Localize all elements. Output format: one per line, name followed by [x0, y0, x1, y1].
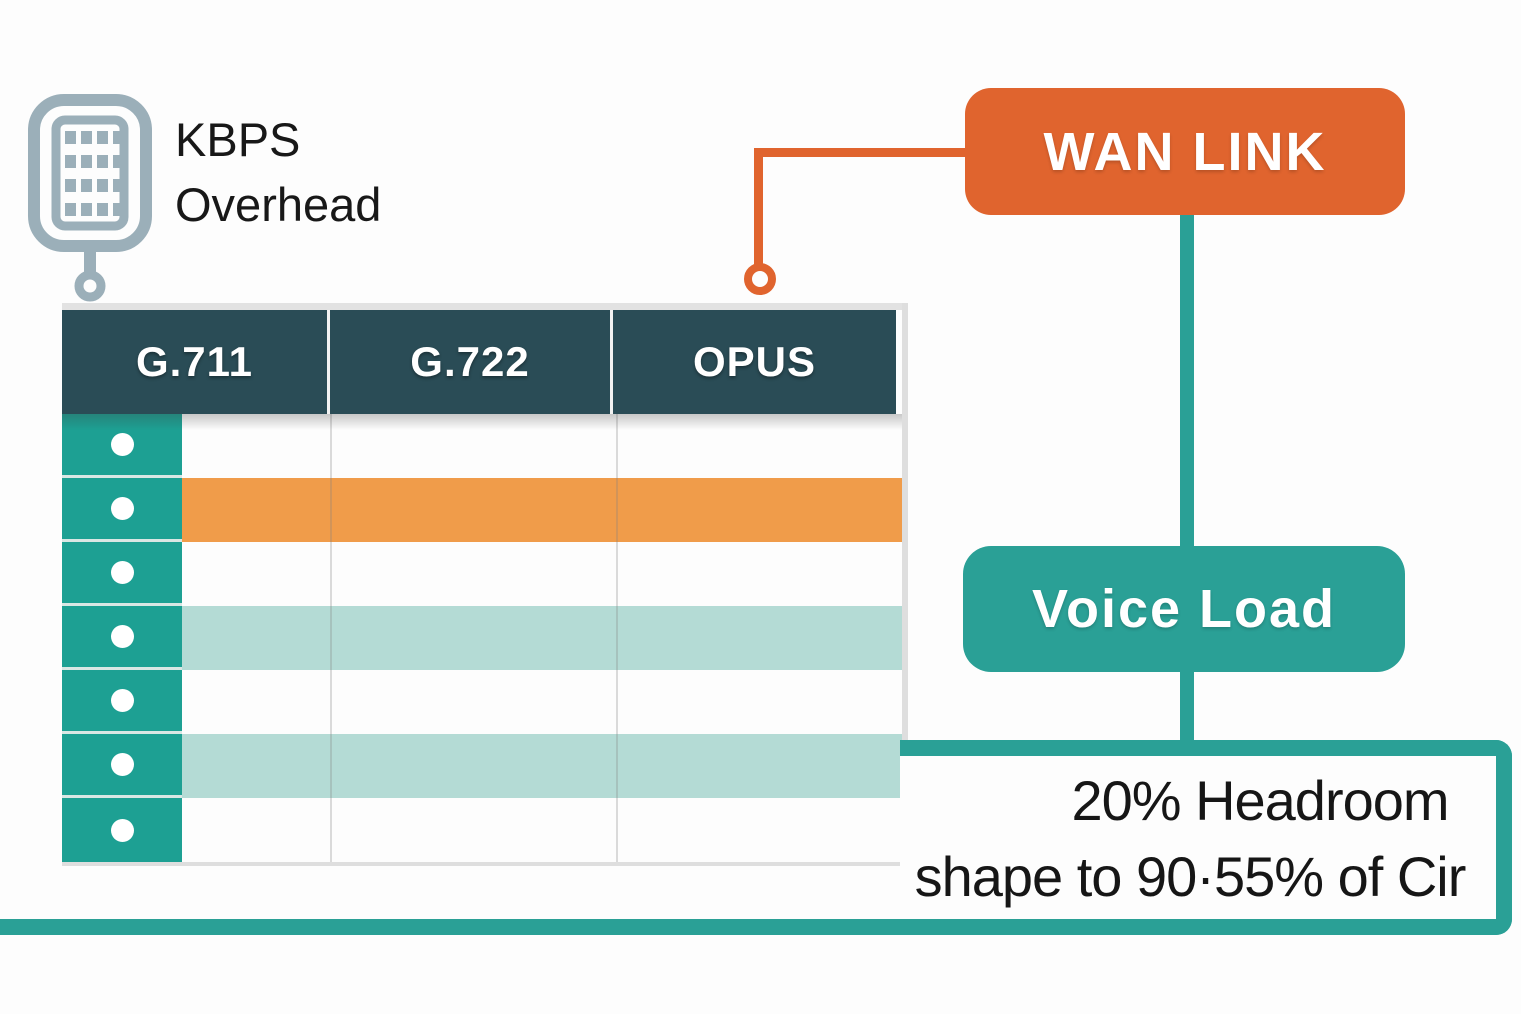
- headroom-text-line2: shape to 90·55% of Cir: [914, 845, 1467, 908]
- trunk-line-voiceload-to-headroom: [1180, 670, 1194, 746]
- table-row: [62, 734, 902, 798]
- row-cells: [182, 798, 902, 862]
- table-cell: [330, 606, 616, 670]
- bullet-dot-icon: [110, 689, 134, 712]
- row-cells: [182, 414, 902, 478]
- table-cell: [330, 414, 616, 478]
- row-bullet-cell: [62, 542, 182, 606]
- trunk-line-wanlink-to-voiceload: [1180, 214, 1194, 550]
- table-row: [62, 798, 902, 862]
- table-cell: [182, 542, 330, 606]
- table-cell: [182, 734, 330, 798]
- table-cell: [330, 734, 616, 798]
- table-cell: [182, 478, 330, 542]
- table-row: [62, 414, 902, 478]
- headroom-text-line1: 20% Headroom: [1071, 769, 1449, 832]
- table-cell: [616, 670, 902, 734]
- legend-title: KBPS Overhead: [175, 108, 381, 238]
- legend-title-line2: Overhead: [175, 177, 382, 231]
- bullet-dot-icon: [110, 433, 134, 456]
- table-cell: [330, 542, 616, 606]
- row-bullet-cell: [62, 798, 182, 862]
- codec-table: G.711 G.722 OPUS: [62, 303, 908, 866]
- column-header-opus: OPUS: [613, 310, 896, 414]
- bullet-dot-icon: [110, 753, 134, 776]
- table-cell: [182, 670, 330, 734]
- table-cell: [616, 606, 902, 670]
- wan-link-node: WAN LINK: [965, 88, 1405, 215]
- row-cells: [182, 542, 902, 606]
- voice-load-node: Voice Load: [963, 546, 1405, 672]
- table-cell: [182, 798, 330, 862]
- row-cells: [182, 734, 902, 798]
- table-cell: [616, 734, 902, 798]
- row-cells: [182, 670, 902, 734]
- table-row: [62, 606, 902, 670]
- column-header-g722: G.722: [330, 310, 613, 414]
- row-cells: [182, 606, 902, 670]
- table-row: [62, 478, 902, 542]
- wan-link-connector-endpoint-circle: [744, 263, 776, 295]
- table-header-row: G.711 G.722 OPUS: [62, 310, 902, 414]
- table-top-border: [62, 303, 902, 310]
- table-cell: [330, 478, 616, 542]
- table-cell: [182, 606, 330, 670]
- table-cell: [616, 542, 902, 606]
- column-header-g711: G.711: [62, 310, 330, 414]
- wan-link-connector-vertical: [754, 148, 763, 266]
- row-bullet-cell: [62, 670, 182, 734]
- table-cell: [182, 414, 330, 478]
- table-cell: [330, 798, 616, 862]
- table-cell: [616, 414, 902, 478]
- row-bullet-cell: [62, 606, 182, 670]
- headroom-annotation-frame: [900, 740, 1512, 935]
- bullet-dot-icon: [110, 561, 134, 584]
- bullet-dot-icon: [110, 818, 134, 842]
- legend-title-line1: KBPS: [175, 113, 301, 166]
- row-bullet-cell: [62, 478, 182, 542]
- phone-keypad-icon: [26, 92, 154, 302]
- row-bullet-cell: [62, 414, 182, 478]
- wan-link-connector-horizontal: [754, 148, 965, 157]
- table-cell: [616, 798, 902, 862]
- table-row: [62, 542, 902, 606]
- bullet-dot-icon: [110, 625, 134, 648]
- table-body: [62, 414, 902, 862]
- table-row: [62, 670, 902, 734]
- bottom-border-bar: [0, 919, 900, 935]
- row-cells: [182, 478, 902, 542]
- row-bullet-cell: [62, 734, 182, 798]
- table-cell: [330, 670, 616, 734]
- table-cell: [616, 478, 902, 542]
- bullet-dot-icon: [110, 497, 134, 520]
